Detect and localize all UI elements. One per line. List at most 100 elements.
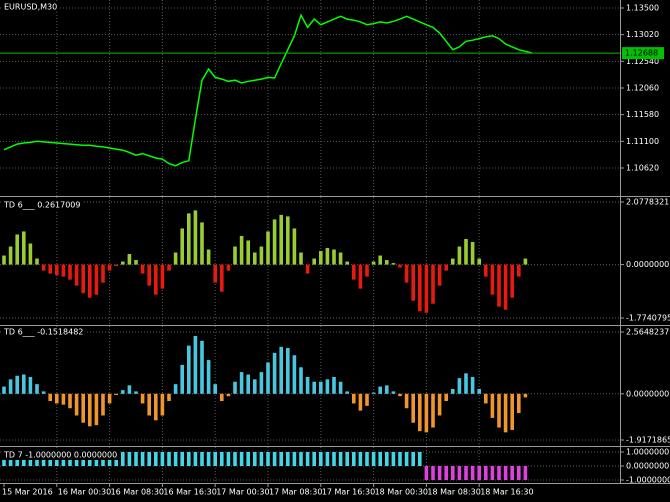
histogram-bar	[187, 345, 191, 394]
histogram-bar	[279, 214, 283, 265]
histogram-bar	[173, 252, 178, 265]
histogram-bar	[319, 381, 323, 394]
histogram-bar	[180, 452, 184, 466]
histogram-bar	[352, 264, 356, 280]
histogram-bar	[286, 216, 290, 265]
histogram-bar	[2, 255, 6, 265]
histogram-bar	[28, 376, 33, 394]
histogram-bar	[121, 261, 125, 265]
histogram-bar	[352, 452, 356, 466]
y-tick-label: 0.0000000	[626, 462, 669, 471]
y-tick-label: 2.5648237	[626, 328, 669, 337]
histogram-bar	[140, 264, 145, 274]
histogram-bar	[246, 240, 250, 265]
histogram-bar	[74, 264, 79, 286]
histogram-bar	[385, 385, 389, 394]
histogram-bar	[517, 393, 521, 414]
histogram-bar	[332, 249, 336, 265]
histogram-bar	[312, 452, 316, 466]
histogram-bar	[88, 264, 92, 298]
histogram-bar	[226, 393, 231, 397]
x-tick-label: 17 Mar 16:30	[322, 488, 375, 497]
histogram-bar	[424, 466, 429, 480]
histogram-bar	[484, 393, 488, 404]
histogram-bar	[444, 393, 448, 402]
histogram-bar	[345, 452, 349, 466]
histogram-bar	[503, 393, 508, 433]
histogram-bar	[154, 452, 158, 466]
y-tick-label: 1.13500	[626, 4, 659, 13]
histogram-bar	[213, 452, 217, 466]
x-tick-label: 18 Mar 08:30	[427, 488, 480, 497]
y-tick-label: 2.0778321	[626, 198, 669, 207]
histogram-bar	[173, 384, 178, 394]
histogram-bar	[233, 452, 237, 466]
histogram-bar	[378, 386, 382, 394]
histogram-bar	[61, 393, 66, 405]
histogram-bar	[200, 222, 204, 265]
histogram-bar	[41, 391, 46, 394]
pane-title-bg	[2, 200, 83, 210]
histogram-bar	[206, 249, 211, 265]
histogram-bar	[305, 452, 310, 466]
histogram-bar	[279, 452, 283, 466]
histogram-bar	[497, 393, 501, 428]
histogram-bar	[61, 264, 66, 277]
histogram-bar	[279, 346, 283, 394]
x-tick-label: 17 Mar 00:30	[216, 488, 269, 497]
histogram-bar	[510, 466, 514, 480]
x-tick-label: 17 Mar 08:30	[269, 488, 322, 497]
y-tick-label: 1.12540	[626, 57, 659, 66]
histogram-bar	[464, 238, 468, 265]
histogram-bar	[272, 352, 277, 394]
histogram-bar	[338, 381, 343, 394]
histogram-bar	[451, 466, 455, 480]
histogram-bar	[213, 264, 217, 283]
histogram-bar	[497, 466, 501, 480]
histogram-bar	[121, 452, 125, 466]
histogram-bar	[503, 264, 508, 310]
histogram-bar	[319, 251, 323, 265]
histogram-bar	[206, 452, 211, 466]
histogram-bar	[173, 452, 178, 466]
histogram-bar	[114, 393, 118, 396]
histogram-bar	[398, 393, 402, 397]
histogram-bar	[187, 213, 191, 265]
histogram-bar	[325, 379, 330, 394]
histogram-bar	[68, 393, 72, 409]
histogram-bar	[398, 264, 402, 268]
histogram-bar	[239, 372, 244, 394]
histogram-bar	[451, 258, 455, 265]
histogram-bar	[226, 264, 231, 271]
histogram-bar	[101, 264, 105, 283]
y-tick-label: 0.0000000	[626, 260, 669, 269]
histogram-bar	[272, 219, 277, 265]
histogram-bar	[68, 264, 72, 280]
current-price-box	[622, 47, 664, 60]
histogram-bar	[15, 234, 19, 265]
histogram-bar	[378, 452, 382, 466]
histogram-bar	[233, 246, 237, 265]
histogram-bar	[358, 393, 363, 411]
pane-title: TD 6___ -0.1518482	[3, 328, 83, 337]
histogram-bar	[332, 376, 336, 394]
histogram-bar	[55, 393, 59, 404]
histogram-bar	[325, 452, 330, 466]
histogram-bar	[187, 452, 191, 466]
histogram-bar	[200, 340, 204, 394]
pane-title-bg	[2, 2, 60, 12]
histogram-bar	[404, 393, 409, 409]
histogram-bar	[22, 374, 26, 394]
histogram-bar	[272, 452, 277, 466]
histogram-bar	[246, 374, 250, 394]
histogram-bar	[398, 452, 402, 466]
y-tick-label: -1.9171865	[626, 436, 670, 445]
histogram-bar	[451, 388, 455, 394]
histogram-bar	[134, 452, 138, 466]
histogram-bar	[457, 246, 462, 265]
histogram-bar	[35, 384, 39, 394]
histogram-bar	[424, 393, 429, 433]
x-tick-label: 18 Mar 00:30	[375, 488, 428, 497]
histogram-bar	[81, 393, 85, 423]
